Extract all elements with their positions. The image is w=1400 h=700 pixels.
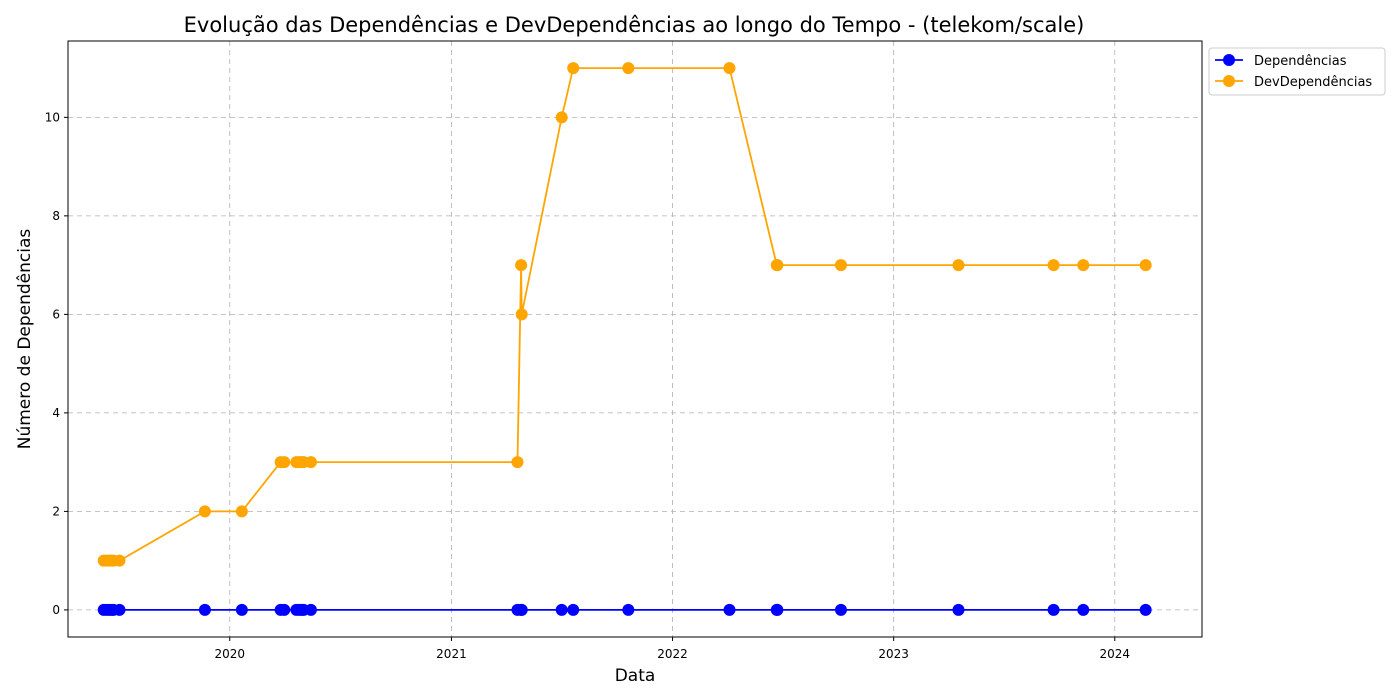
series-1-point-21	[723, 62, 736, 75]
series-1-point-24	[834, 259, 847, 272]
legend: Dependências DevDependências	[1208, 47, 1386, 96]
x-tick-label-0: 2020	[214, 647, 245, 661]
series-0-point-19	[567, 603, 580, 616]
x-axis-ticks: 2020 2021 2022 2023 2024	[214, 637, 1130, 661]
series-0-point-20	[622, 603, 635, 616]
series-1-point-7	[235, 505, 248, 518]
series-0-point-23	[771, 603, 784, 616]
series-0-point-24	[834, 603, 847, 616]
legend-label-0: Dependências	[1254, 54, 1347, 69]
y-tick-label-5: 10	[45, 110, 60, 124]
series-1-point-5	[113, 554, 126, 567]
series-1-point-17	[515, 308, 528, 321]
series-0-point-18	[555, 603, 568, 616]
series-0-point-26	[1047, 603, 1060, 616]
series-1-point-14	[304, 456, 317, 469]
series-1-point-16	[515, 259, 528, 272]
series-0-point-7	[235, 603, 248, 616]
legend-label-1: DevDependências	[1254, 75, 1372, 90]
y-tick-label-3: 6	[52, 307, 60, 321]
plot-frame	[67, 40, 1203, 638]
x-tick-label-1: 2021	[436, 647, 467, 661]
y-tick-label-4: 8	[52, 209, 60, 223]
y-tick-label-0: 0	[52, 603, 60, 617]
series-1-point-20	[622, 62, 635, 75]
series-0-point-5	[113, 603, 126, 616]
series-1-point-26	[1047, 259, 1060, 272]
series-1-point-18	[555, 111, 568, 124]
series-1-point-23	[771, 259, 784, 272]
series-points	[97, 62, 1152, 616]
y-axis-ticks: 0 2 4 6 8 10	[45, 110, 68, 617]
series-1-point-6	[198, 505, 211, 518]
series-1-point-15	[511, 456, 524, 469]
chart-title: Evolução das Dependências e DevDependênc…	[184, 13, 1085, 37]
plot-area: 2020 2021 2022 2023 2024 0 2 4 6 8 10	[45, 40, 1203, 661]
y-axis-label: Número de Dependências	[15, 229, 35, 450]
x-tick-label-2: 2022	[657, 647, 688, 661]
series-1-point-28	[1139, 259, 1152, 272]
series-1-point-19	[567, 62, 580, 75]
legend-marker-1	[1223, 75, 1235, 87]
series-lines	[103, 67, 1146, 611]
series-1-point-25	[952, 259, 965, 272]
series-1-point-9	[278, 456, 291, 469]
y-tick-label-1: 2	[52, 504, 60, 518]
series-0-point-21	[723, 603, 736, 616]
series-1-point-27	[1077, 259, 1090, 272]
series-0-point-27	[1077, 603, 1090, 616]
series-0-point-25	[952, 603, 965, 616]
x-axis-label: Data	[615, 666, 656, 686]
legend-box	[1208, 47, 1386, 96]
series-0-point-28	[1139, 603, 1152, 616]
y-tick-label-2: 4	[52, 406, 60, 420]
series-0-point-17	[515, 603, 528, 616]
x-tick-label-4: 2024	[1099, 647, 1130, 661]
series-0-point-14	[304, 603, 317, 616]
legend-marker-0	[1223, 54, 1235, 66]
series-0-point-6	[198, 603, 211, 616]
series-0-point-9	[278, 603, 291, 616]
x-tick-label-3: 2023	[878, 647, 909, 661]
grid	[68, 41, 1202, 637]
